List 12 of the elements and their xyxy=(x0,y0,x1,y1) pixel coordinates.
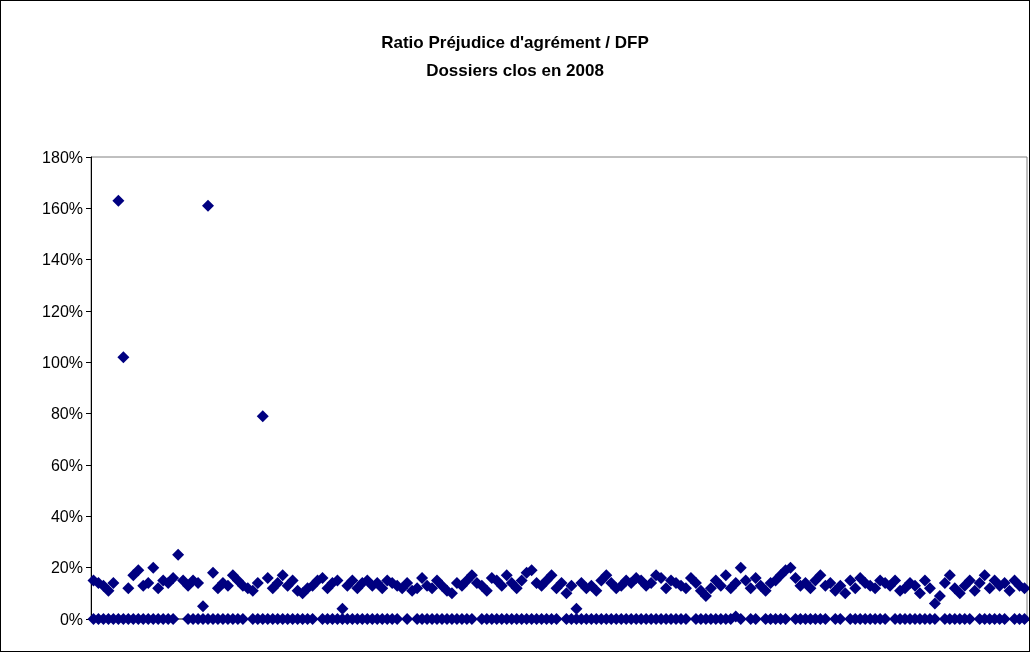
y-tick-label: 60% xyxy=(50,456,83,474)
y-tick-label: 0% xyxy=(59,610,83,628)
y-tick-label: 100% xyxy=(42,353,83,371)
chart-title: Ratio Préjudice d'agrément / DFP xyxy=(381,32,649,52)
y-tick-label: 120% xyxy=(42,302,83,320)
y-tick-label: 140% xyxy=(42,251,83,269)
y-tick-label: 20% xyxy=(50,559,83,577)
y-tick-label: 180% xyxy=(42,148,83,166)
chart-subtitle: Dossiers clos en 2008 xyxy=(426,60,604,80)
y-tick-label: 160% xyxy=(42,199,83,217)
y-tick-label: 80% xyxy=(50,405,83,423)
y-tick-label: 40% xyxy=(50,507,83,525)
